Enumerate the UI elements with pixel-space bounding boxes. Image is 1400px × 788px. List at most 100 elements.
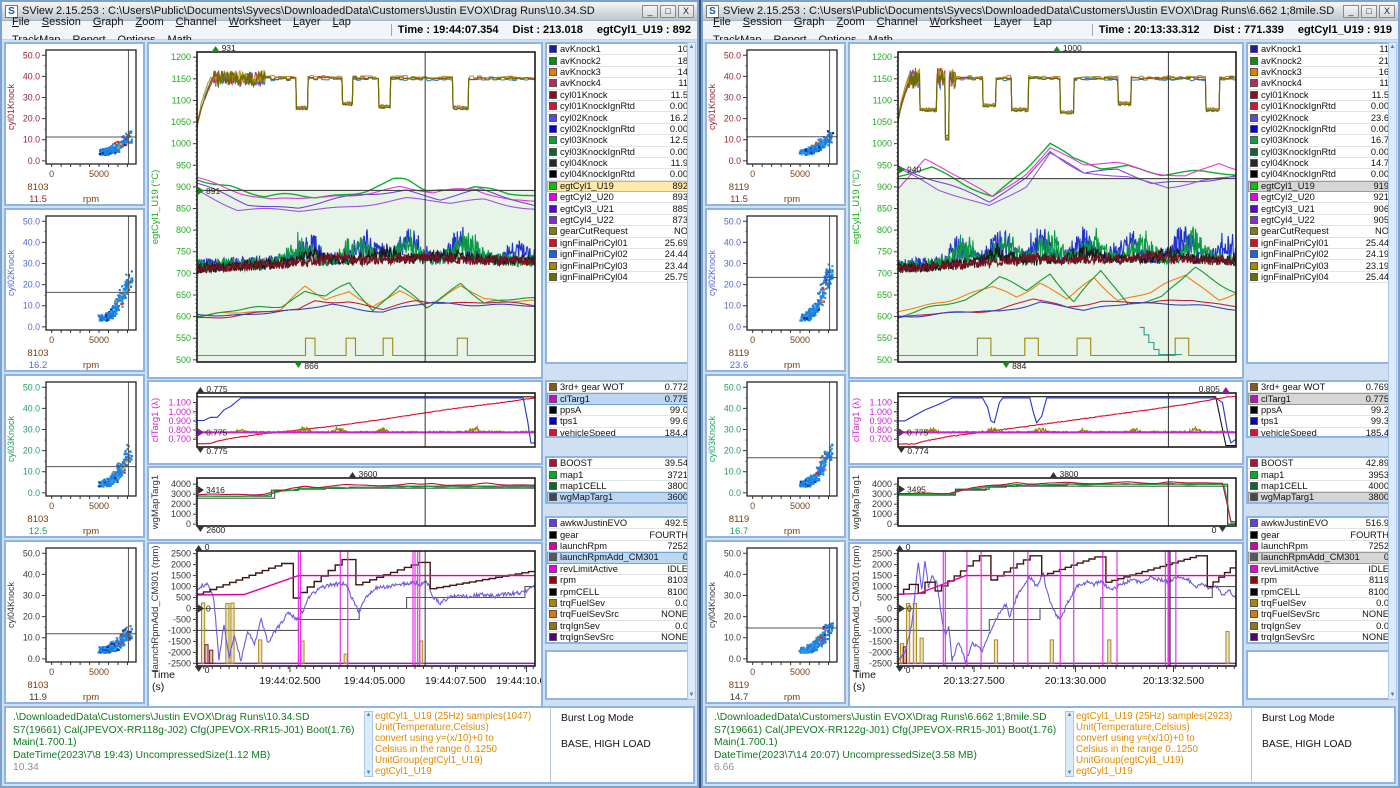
channel-row-awkwjustinevo[interactable]: awkwJustinEVO 516.9 [1248,518,1391,530]
channel-row-ignfinalpricyl03[interactable]: ignFinalPriCyl03 23.44 [547,260,690,272]
close-button[interactable]: X [678,4,694,18]
channel-row-avknock4[interactable]: avKnock4 11 [547,78,690,90]
launch-chart-panel[interactable]: launchRpmAdd_CM301 (rpm) -2500 -2000 -1500-… [848,542,1244,709]
channel-row-gearcutrequest[interactable]: gearCutRequest NO [1248,226,1391,238]
knock-scatter-panel-3[interactable]: cyl03Knock 0.0 10.0 20.0 30.0 40.0 50.0 0 5000 81… [705,374,846,538]
knock-scatter-panel-4[interactable]: cyl04Knock 0.0 10.0 20.0 30.0 40.0 50.0 0 5000 81… [4,540,145,704]
channel-row-avknock1[interactable]: avKnock1 10 [547,44,690,56]
minimize-button[interactable]: _ [1343,4,1359,18]
scroll-up-icon[interactable]: ▲ [365,712,372,718]
channel-row-ignfinalpricyl01[interactable]: ignFinalPriCyl01 25.69 [547,237,690,250]
scroll-up-icon[interactable]: ▲ [1389,44,1396,50]
menu-layer[interactable]: Layer [994,16,1022,28]
channel-row-revlimitactive[interactable]: revLimitActive IDLE [1248,563,1391,575]
channel-row-map1cell[interactable]: map1CELL 3800 [547,480,690,493]
channel-row-egtcyl4-u22[interactable]: egtCyl4_U22 905 [1248,214,1391,227]
scroll-up-icon[interactable]: ▲ [1066,712,1073,718]
channel-row-egtcyl4-u22[interactable]: egtCyl4_U22 873 [547,214,690,227]
channel-row-ignfinalpricyl04[interactable]: ignFinalPriCyl04 25.44 [1248,271,1391,284]
channel-row-cyl02knock[interactable]: cyl02Knock 16.2 [547,112,690,124]
channel-row-cyl04knock[interactable]: cyl04Knock 14.7 [1248,157,1391,170]
channel-row-cyl03knockignrtd[interactable]: cyl03KnockIgnRtd 0.00 [547,146,690,158]
channel-row-gear[interactable]: gear FOURTH [1248,529,1391,541]
channel-row-launchrpm[interactable]: launchRpm 7252 [547,540,690,553]
egt-chart-panel[interactable]: egtCyl1_U19 (°C) 500 550 600 650 700 750 800 850… [848,42,1244,379]
channel-row-ignfinalpricyl02[interactable]: ignFinalPriCyl02 24.44 [547,249,690,261]
channel-row-boost[interactable]: BOOST 39.54 [547,458,690,470]
channel-row-rpm[interactable]: rpm 8119 [1248,574,1391,587]
channel-row-boost[interactable]: BOOST 42.89 [1248,458,1391,470]
scroll-down-icon[interactable]: ▼ [365,770,372,776]
close-button[interactable]: X [1379,4,1395,18]
channel-row-launchrpm[interactable]: launchRpm 7252 [1248,540,1391,553]
channel-row-cyl02knockignrtd[interactable]: cyl02KnockIgnRtd 0.00 [547,123,690,136]
menu-session[interactable]: Session [742,16,782,28]
channel-row-ignfinalpricyl03[interactable]: ignFinalPriCyl03 23.19 [1248,260,1391,272]
channel-row-cyl03knock[interactable]: cyl03Knock 12.5 [547,135,690,147]
menu-zoom[interactable]: Zoom [135,16,164,28]
title-bar[interactable]: S SView 2.15.253 : C:\Users\Public\Docum… [703,2,1398,21]
maximize-button[interactable]: □ [660,4,676,18]
channel-row-tps1[interactable]: tps1 99.6 [547,416,690,428]
channel-row-trqignsev[interactable]: trqIgnSev 0.0 [547,620,690,632]
menu-lap[interactable]: Lap [1033,16,1052,28]
channel-row-trqfuelsevsrc[interactable]: trqFuelSevSrc NONE [547,609,690,621]
menu-file[interactable]: File [12,16,30,28]
lambda-chart-panel[interactable]: clTarg1 (λ) 0.700 0.800 0.900 1.000 1.100 0.77… [147,380,543,465]
channel-row-launchrpmadd-cm301[interactable]: launchRpmAdd_CM301 0 [1248,552,1391,564]
egt-chart-panel[interactable]: egtCyl1_U19 (°C) 500 550 600 650 700 750 800 850… [147,42,543,379]
info-scrollbar[interactable]: ▲ ▼ [1065,711,1074,777]
menu-lap[interactable]: Lap [332,16,351,28]
channel-row-trqfuelsev[interactable]: trqFuelSev 0.0 [547,597,690,610]
channel-row-rpmcell[interactable]: rpmCELL 8100 [547,586,690,598]
channel-row-wgmaptarg1[interactable]: wgMapTarg1 3800 [1248,492,1391,502]
menu-file[interactable]: File [713,16,731,28]
channel-row-egtcyl2-u20[interactable]: egtCyl2_U20 921 [1248,192,1391,204]
channel-row-cyl02knockignrtd[interactable]: cyl02KnockIgnRtd 0.00 [1248,123,1391,136]
channel-row-vehiclespeed[interactable]: vehicleSpeed 184.4 [547,427,690,436]
channel-row-map1cell[interactable]: map1CELL 4000 [1248,480,1391,493]
channel-row-egtcyl2-u20[interactable]: egtCyl2_U20 893 [547,192,690,204]
channel-row-cyl04knock[interactable]: cyl04Knock 11.9 [547,157,690,170]
scroll-up-icon[interactable]: ▲ [688,44,695,50]
knock-scatter-panel-4[interactable]: cyl04Knock 0.0 10.0 20.0 30.0 40.0 50.0 0 5000 81… [705,540,846,704]
menu-graph[interactable]: Graph [92,16,124,28]
channel-row-egtcyl3-u21[interactable]: egtCyl3_U21 906 [1248,203,1391,215]
channel-row-cyl04knockignrtd[interactable]: cyl04KnockIgnRtd 0.00 [1248,169,1391,181]
scroll-down-icon[interactable]: ▼ [1066,770,1073,776]
channel-row-cyl01knock[interactable]: cyl01Knock 11.5 [547,89,690,101]
knock-scatter-panel-1[interactable]: cyl01Knock 0.0 10.0 20.0 30.0 40.0 50.0 0 5000 81… [4,42,145,206]
channel-row-ignfinalpricyl01[interactable]: ignFinalPriCyl01 25.44 [1248,237,1391,250]
channel-row-egtcyl1-u19[interactable]: egtCyl1_U19 919 [1248,180,1391,193]
channel-row-avknock4[interactable]: avKnock4 11 [1248,78,1391,90]
channel-row-avknock2[interactable]: avKnock2 18 [547,55,690,67]
channel-row-cltarg1[interactable]: clTarg1 0.775 [1248,393,1391,405]
menu-worksheet[interactable]: Worksheet [228,16,282,28]
boost-chart-panel[interactable]: wgMapTarg1 0 1000 2000 3000 4000 3600 3416 2600 [147,466,543,541]
menu-zoom[interactable]: Zoom [836,16,865,28]
channel-row-awkwjustinevo[interactable]: awkwJustinEVO 492.5 [547,518,690,530]
channel-row-ignfinalpricyl02[interactable]: ignFinalPriCyl02 24.19 [1248,249,1391,261]
channel-row-ppsa[interactable]: ppsA 99.0 [547,404,690,417]
minimize-button[interactable]: _ [642,4,658,18]
channel-row-3rd-gear-wot[interactable]: 3rd+ gear WOT 0.769 [1248,382,1391,394]
channel-row-trqignsevsrc[interactable]: trqIgnSevSrc NONE [547,631,690,642]
channel-row-wgmaptarg1[interactable]: wgMapTarg1 3600 [547,492,690,502]
lambda-chart-panel[interactable]: clTarg1 (λ) 0.700 0.800 0.900 1.000 1.100 0.80… [848,380,1244,465]
channel-row-map1[interactable]: map1 3953 [1248,469,1391,481]
channel-row-egtcyl3-u21[interactable]: egtCyl3_U21 885 [547,203,690,215]
channel-row-cyl01knock[interactable]: cyl01Knock 11.5 [1248,89,1391,101]
knock-scatter-panel-1[interactable]: cyl01Knock 0.0 10.0 20.0 30.0 40.0 50.0 0 5000 81… [705,42,846,206]
channel-row-gearcutrequest[interactable]: gearCutRequest NO [547,226,690,238]
menu-worksheet[interactable]: Worksheet [929,16,983,28]
channel-row-gear[interactable]: gear FOURTH [547,529,690,541]
channel-row-launchrpmadd-cm301[interactable]: launchRpmAdd_CM301 0 [547,552,690,564]
menu-layer[interactable]: Layer [293,16,321,28]
channel-row-cyl01knockignrtd[interactable]: cyl01KnockIgnRtd 0.00 [1248,100,1391,113]
channel-row-ignfinalpricyl04[interactable]: ignFinalPriCyl04 25.75 [547,271,690,284]
menu-graph[interactable]: Graph [793,16,825,28]
channel-row-trqignsev[interactable]: trqIgnSev 0.0 [1248,620,1391,632]
menu-channel[interactable]: Channel [175,16,217,28]
channel-row-rpmcell[interactable]: rpmCELL 8100 [1248,586,1391,598]
info-scrollbar[interactable]: ▲ ▼ [364,711,373,777]
